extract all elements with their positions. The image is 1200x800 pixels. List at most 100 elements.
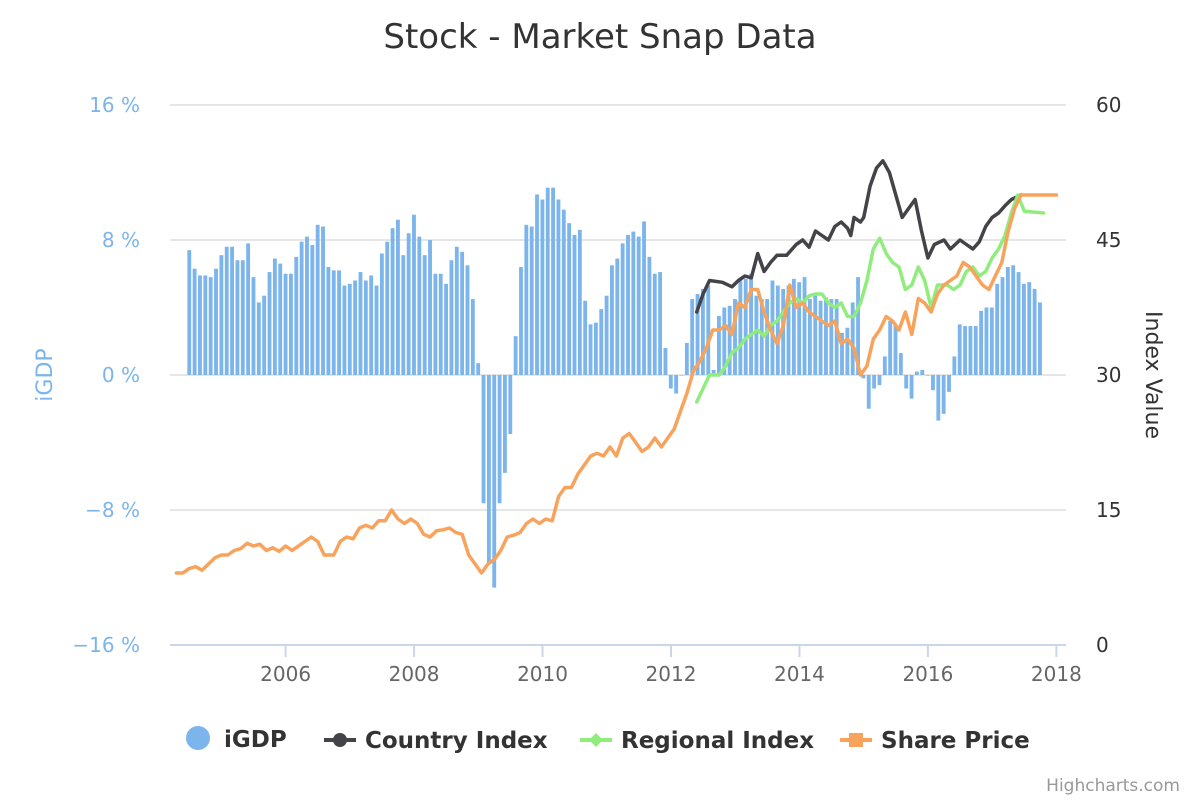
igdp-bar xyxy=(428,240,432,375)
igdp-bar xyxy=(947,375,951,392)
igdp-bar xyxy=(829,299,834,375)
igdp-bar xyxy=(246,243,251,375)
igdp-bar xyxy=(508,375,513,435)
igdp-bar xyxy=(572,234,577,375)
igdp-bar xyxy=(363,280,368,375)
x-tick-label: 2018 xyxy=(1031,662,1082,686)
x-tick-label: 2008 xyxy=(389,662,440,686)
igdp-bar xyxy=(941,375,946,414)
igdp-bar xyxy=(347,283,352,375)
igdp-bar xyxy=(374,285,379,375)
igdp-bar xyxy=(861,375,866,379)
igdp-bar xyxy=(968,326,973,375)
igdp-bar xyxy=(631,231,636,375)
igdp-bar xyxy=(765,299,770,375)
igdp-bar xyxy=(984,307,989,375)
igdp-bar xyxy=(679,375,684,376)
igdp-bar xyxy=(540,199,545,375)
legend-item[interactable]: Country Index xyxy=(324,728,548,754)
igdp-bar xyxy=(545,187,550,375)
igdp-bar xyxy=(893,324,898,375)
left-tick-label: 8 % xyxy=(102,228,140,252)
igdp-bar xyxy=(615,258,620,375)
igdp-bar xyxy=(695,294,700,375)
igdp-bar xyxy=(727,305,732,375)
igdp-bar xyxy=(658,272,663,375)
right-tick-label: 60 xyxy=(1096,93,1121,117)
legend-circle-icon xyxy=(333,733,347,747)
igdp-bar xyxy=(460,251,465,375)
country-index-line xyxy=(694,159,1023,314)
igdp-bar xyxy=(620,243,625,375)
igdp-bar xyxy=(470,299,475,375)
igdp-bar xyxy=(240,260,245,375)
igdp-bar xyxy=(1016,272,1021,375)
igdp-bar xyxy=(256,302,261,375)
igdp-bar xyxy=(636,236,641,375)
igdp-bar xyxy=(444,283,449,375)
igdp-bar xyxy=(524,224,529,375)
legend-label: iGDP xyxy=(224,727,287,753)
igdp-bar xyxy=(925,375,930,376)
igdp-bar xyxy=(503,375,507,473)
igdp-bar xyxy=(396,219,400,375)
legend-item[interactable]: Share Price xyxy=(840,728,1030,754)
igdp-bar xyxy=(417,236,422,375)
regional-index-line xyxy=(694,193,1046,404)
igdp-bar xyxy=(775,285,780,375)
igdp-bar xyxy=(497,375,502,504)
igdp-bar xyxy=(807,299,812,375)
legend-item[interactable]: Regional Index xyxy=(580,728,814,754)
credits-link[interactable]: Highcharts.com xyxy=(1046,776,1180,796)
igdp-bar xyxy=(1011,265,1016,375)
igdp-bar xyxy=(529,226,534,375)
igdp-bar xyxy=(711,369,716,375)
igdp-bar xyxy=(866,375,871,409)
igdp-bar xyxy=(283,273,288,375)
igdp-bar xyxy=(754,295,759,375)
x-tick-label: 2014 xyxy=(774,662,825,686)
legend-item[interactable]: iGDP xyxy=(186,726,287,753)
right-tick-label: 30 xyxy=(1096,363,1121,387)
igdp-bar xyxy=(979,310,984,375)
igdp-bar xyxy=(577,229,582,375)
legend[interactable]: iGDP Country Index Regional Index Share Pri… xyxy=(186,726,1030,754)
igdp-bar xyxy=(626,234,630,375)
igdp-bar xyxy=(749,273,753,375)
igdp-bar xyxy=(781,288,786,375)
igdp-bar xyxy=(588,324,593,375)
left-tick-label: −8 % xyxy=(85,498,140,522)
igdp-bar xyxy=(770,280,775,375)
legend-label: Country Index xyxy=(365,728,548,754)
right-tick-label: 15 xyxy=(1096,498,1121,522)
igdp-bar xyxy=(882,356,887,375)
igdp-bar xyxy=(449,260,454,375)
igdp-bar xyxy=(288,273,293,375)
igdp-bar xyxy=(722,307,727,375)
igdp-bar xyxy=(561,209,566,375)
igdp-bar xyxy=(1000,277,1005,375)
igdp-bar xyxy=(438,273,443,375)
igdp-bar xyxy=(454,246,459,375)
igdp-bar xyxy=(668,375,673,389)
legend-square-icon xyxy=(849,733,863,747)
igdp-bar xyxy=(476,363,481,375)
igdp-bar xyxy=(909,375,914,399)
igdp-bar xyxy=(567,223,572,375)
igdp-bar xyxy=(610,265,614,375)
igdp-bar xyxy=(513,336,518,375)
axes: 16 % 8 % 0 % −8 % −16 % 60 45 30 15 0 2006 2008 2010… xyxy=(72,93,1121,686)
x-tick-label: 2006 xyxy=(260,662,311,686)
left-tick-label: −16 % xyxy=(72,633,140,657)
igdp-bar xyxy=(914,371,919,375)
igdp-bar xyxy=(1032,288,1037,375)
igdp-bar xyxy=(743,278,748,375)
igdp-bar xyxy=(203,275,208,375)
igdp-bar xyxy=(840,332,844,375)
igdp-bar xyxy=(706,285,711,375)
igdp-bar xyxy=(834,299,839,375)
igdp-bar xyxy=(952,356,957,375)
igdp-bar xyxy=(192,268,197,375)
